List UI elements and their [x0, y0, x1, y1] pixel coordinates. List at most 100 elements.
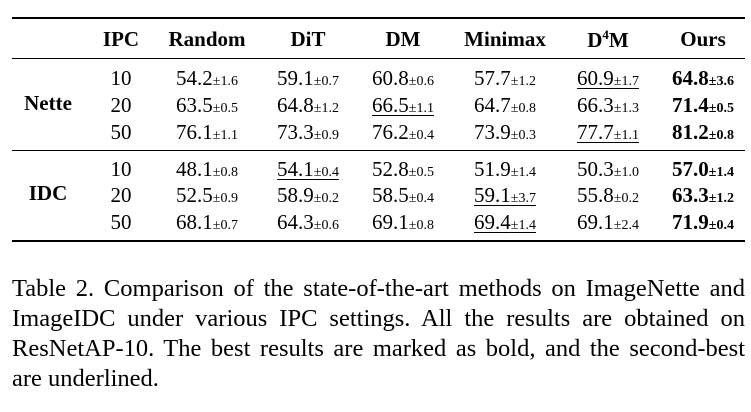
- result-mean: 76.1: [176, 120, 213, 144]
- result-value: 57.0±1.4: [672, 157, 734, 181]
- result-std: ±1.1: [613, 128, 639, 143]
- result-mean: 64.7: [474, 93, 511, 117]
- result-mean: 59.1: [277, 66, 314, 90]
- result-value: 60.9±1.7: [577, 66, 639, 90]
- result-std: ±1.3: [613, 101, 639, 116]
- result-value: 69.1±0.8: [372, 210, 434, 234]
- result-mean: 57.7: [474, 66, 511, 90]
- result-value: 64.7±0.8: [474, 93, 536, 117]
- result-mean: 50.3: [577, 157, 614, 181]
- result-cell: 59.1±3.7: [474, 183, 536, 208]
- result-value: 57.7±1.2: [474, 66, 536, 90]
- table-bottom-rule: [12, 240, 745, 242]
- result-std: ±0.6: [313, 218, 339, 233]
- result-cell: 76.1±1.1: [176, 120, 238, 145]
- result-cell: 66.5±1.1: [372, 93, 434, 118]
- result-std: ±1.2: [510, 74, 536, 89]
- result-cell: 73.3±0.9: [277, 120, 339, 145]
- result-mean: 66.3: [577, 93, 614, 117]
- result-std: ±0.2: [313, 191, 339, 206]
- result-cell: 66.3±1.3: [577, 93, 639, 118]
- result-mean: 68.1: [176, 210, 213, 234]
- group-separator-rule: [12, 150, 745, 151]
- result-std: ±0.8: [510, 101, 536, 116]
- result-value: 55.8±0.2: [577, 183, 639, 207]
- header-dit: DiT: [290, 27, 326, 51]
- result-mean: 52.5: [176, 183, 213, 207]
- result-std: ±1.2: [708, 191, 734, 206]
- result-std: ±1.0: [613, 165, 639, 180]
- result-cell: 64.7±0.8: [474, 93, 536, 118]
- header-random: Random: [168, 27, 246, 51]
- result-std: ±1.7: [613, 74, 639, 89]
- result-cell: 64.8±1.2: [277, 93, 339, 118]
- result-value: 71.9±0.4: [672, 210, 734, 234]
- result-mean: 63.5: [176, 93, 213, 117]
- result-cell: 69.1±2.4: [577, 210, 639, 235]
- result-cell: 71.4±0.5: [672, 93, 734, 118]
- result-mean: 66.5: [372, 93, 409, 117]
- result-value: 52.5±0.9: [176, 183, 238, 207]
- result-cell: 64.3±0.6: [277, 210, 339, 235]
- result-cell: 54.2±1.6: [176, 66, 238, 91]
- result-std: ±1.4: [708, 165, 734, 180]
- header-d4m-superscript: 4: [602, 27, 609, 42]
- result-mean: 58.9: [277, 183, 314, 207]
- result-value: 66.5±1.1: [372, 93, 434, 117]
- header-ipc: IPC: [102, 27, 140, 51]
- result-std: ±3.6: [708, 74, 734, 89]
- result-std: ±1.4: [510, 218, 536, 233]
- result-cell: 57.7±1.2: [474, 66, 536, 91]
- ipc-cell: 10: [110, 157, 132, 181]
- ipc-cell: 20: [110, 183, 132, 207]
- result-value: 66.3±1.3: [577, 93, 639, 117]
- result-cell: 55.8±0.2: [577, 183, 639, 208]
- result-cell: 60.8±0.6: [372, 66, 434, 91]
- result-std: ±0.8: [212, 165, 238, 180]
- result-std: ±0.5: [212, 101, 238, 116]
- result-value: 60.8±0.6: [372, 66, 434, 90]
- result-std: ±0.5: [408, 165, 434, 180]
- result-mean: 76.2: [372, 120, 409, 144]
- result-mean: 54.2: [176, 66, 213, 90]
- result-std: ±0.9: [212, 191, 238, 206]
- result-value: 76.2±0.4: [372, 120, 434, 144]
- result-mean: 55.8: [577, 183, 614, 207]
- result-std: ±0.7: [212, 218, 238, 233]
- header-d4m-m: M: [608, 28, 629, 52]
- result-std: ±3.7: [510, 191, 536, 206]
- result-mean: 57.0: [672, 157, 709, 181]
- result-value: 58.5±0.4: [372, 183, 434, 207]
- result-std: ±0.8: [708, 128, 734, 143]
- result-mean: 52.8: [372, 157, 409, 181]
- result-value: 77.7±1.1: [577, 120, 639, 144]
- result-cell: 68.1±0.7: [176, 210, 238, 235]
- result-cell: 57.0±1.4: [672, 157, 734, 182]
- result-cell: 51.9±1.4: [474, 157, 536, 182]
- result-std: ±0.4: [408, 191, 434, 206]
- result-value: 68.1±0.7: [176, 210, 238, 234]
- ipc-cell: 50: [110, 210, 132, 234]
- ipc-cell: 10: [110, 66, 132, 90]
- result-cell: 81.2±0.8: [672, 120, 734, 145]
- result-cell: 76.2±0.4: [372, 120, 434, 145]
- result-cell: 71.9±0.4: [672, 210, 734, 235]
- table-caption: Table 2. Comparison of the state-of-the-…: [12, 275, 745, 392]
- result-value: 73.3±0.9: [277, 120, 339, 144]
- ipc-cell: 50: [110, 120, 132, 144]
- result-cell: 52.8±0.5: [372, 157, 434, 182]
- result-value: 59.1±3.7: [474, 183, 536, 207]
- result-mean: 69.1: [372, 210, 409, 234]
- result-mean: 71.9: [672, 210, 709, 234]
- result-value: 52.8±0.5: [372, 157, 434, 181]
- result-cell: 64.8±3.6: [672, 66, 734, 91]
- result-mean: 71.4: [672, 93, 709, 117]
- result-cell: 60.9±1.7: [577, 66, 639, 91]
- result-cell: 69.1±0.8: [372, 210, 434, 235]
- ipc-cell: 20: [110, 93, 132, 117]
- result-value: 54.2±1.6: [176, 66, 238, 90]
- result-cell: 58.9±0.2: [277, 183, 339, 208]
- result-value: 63.5±0.5: [176, 93, 238, 117]
- result-mean: 64.8: [672, 66, 709, 90]
- result-cell: 63.5±0.5: [176, 93, 238, 118]
